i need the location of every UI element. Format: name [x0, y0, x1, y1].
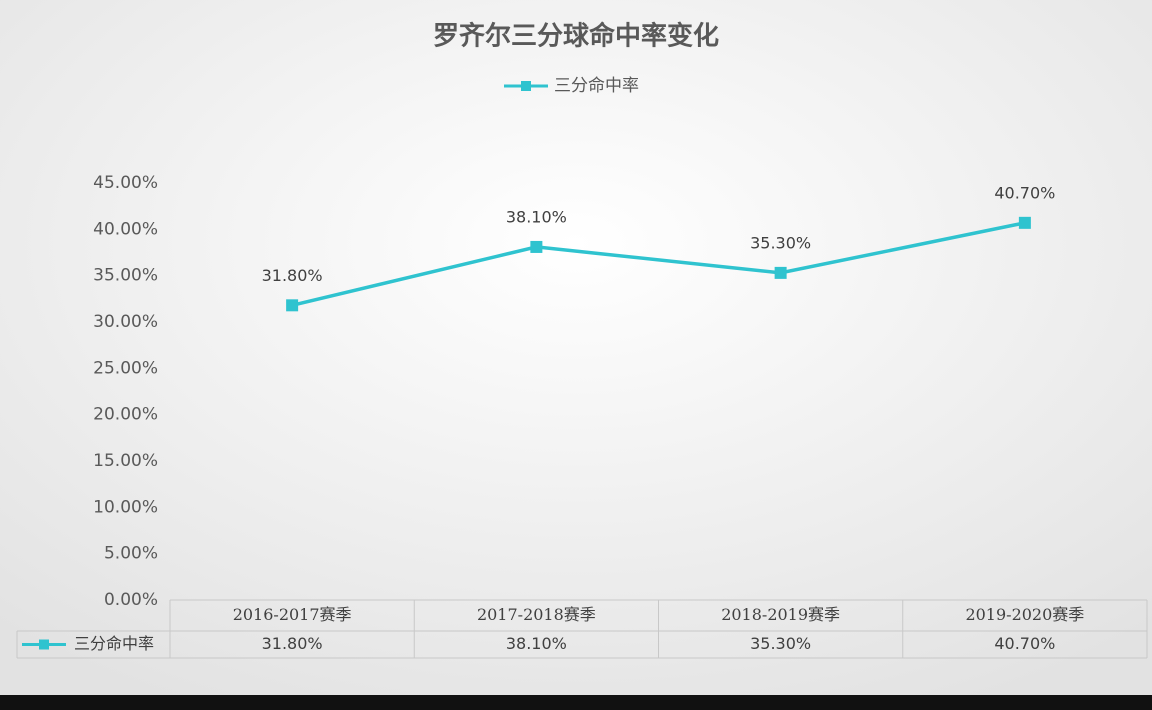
data-label: 35.30%: [750, 233, 811, 252]
y-tick-label: 5.00%: [104, 544, 158, 564]
y-tick-label: 20.00%: [93, 405, 158, 425]
x-tick-label: 2018-2019赛季: [721, 605, 840, 624]
table-cell: 40.70%: [994, 634, 1055, 653]
data-label: 31.80%: [262, 266, 323, 285]
legend-marker: [521, 81, 531, 91]
point-marker: [530, 240, 543, 253]
bottom-strip: [0, 695, 1152, 710]
y-tick-label: 25.00%: [93, 358, 158, 378]
background: [0, 0, 1152, 695]
y-tick-label: 40.00%: [93, 219, 158, 239]
data-label: 38.10%: [506, 207, 567, 226]
y-tick-label: 10.00%: [93, 497, 158, 517]
x-tick-label: 2019-2020赛季: [965, 605, 1084, 624]
y-tick-label: 30.00%: [93, 312, 158, 332]
point-marker: [1018, 216, 1031, 229]
table-cell: 38.10%: [506, 634, 567, 653]
series-line: [291, 221, 1026, 308]
x-tick-label: 2017-2018赛季: [477, 605, 596, 624]
legend-label: 三分命中率: [554, 76, 639, 96]
x-tick-label: 2016-2017赛季: [233, 605, 352, 624]
y-tick-label: 45.00%: [93, 173, 158, 193]
point-marker: [774, 266, 787, 279]
table-cell: 31.80%: [262, 634, 323, 653]
point-marker: [286, 299, 299, 312]
table-cell: 35.30%: [750, 634, 811, 653]
data-label: 40.70%: [994, 183, 1055, 202]
chart-title: 罗齐尔三分球命中率变化: [433, 21, 719, 52]
y-tick-label: 0.00%: [104, 590, 158, 610]
y-tick-label: 15.00%: [93, 451, 158, 471]
y-tick-label: 35.00%: [93, 266, 158, 286]
table-row-header: 三分命中率: [74, 634, 154, 653]
table-legend-marker: [39, 639, 49, 650]
